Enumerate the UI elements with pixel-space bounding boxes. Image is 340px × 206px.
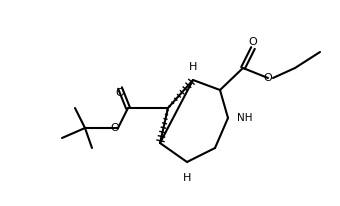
Text: O: O bbox=[264, 73, 272, 83]
Text: H: H bbox=[189, 62, 197, 72]
Text: NH: NH bbox=[237, 113, 253, 123]
Text: O: O bbox=[110, 123, 119, 133]
Text: H: H bbox=[183, 173, 191, 183]
Text: O: O bbox=[116, 88, 124, 98]
Text: O: O bbox=[249, 37, 257, 47]
